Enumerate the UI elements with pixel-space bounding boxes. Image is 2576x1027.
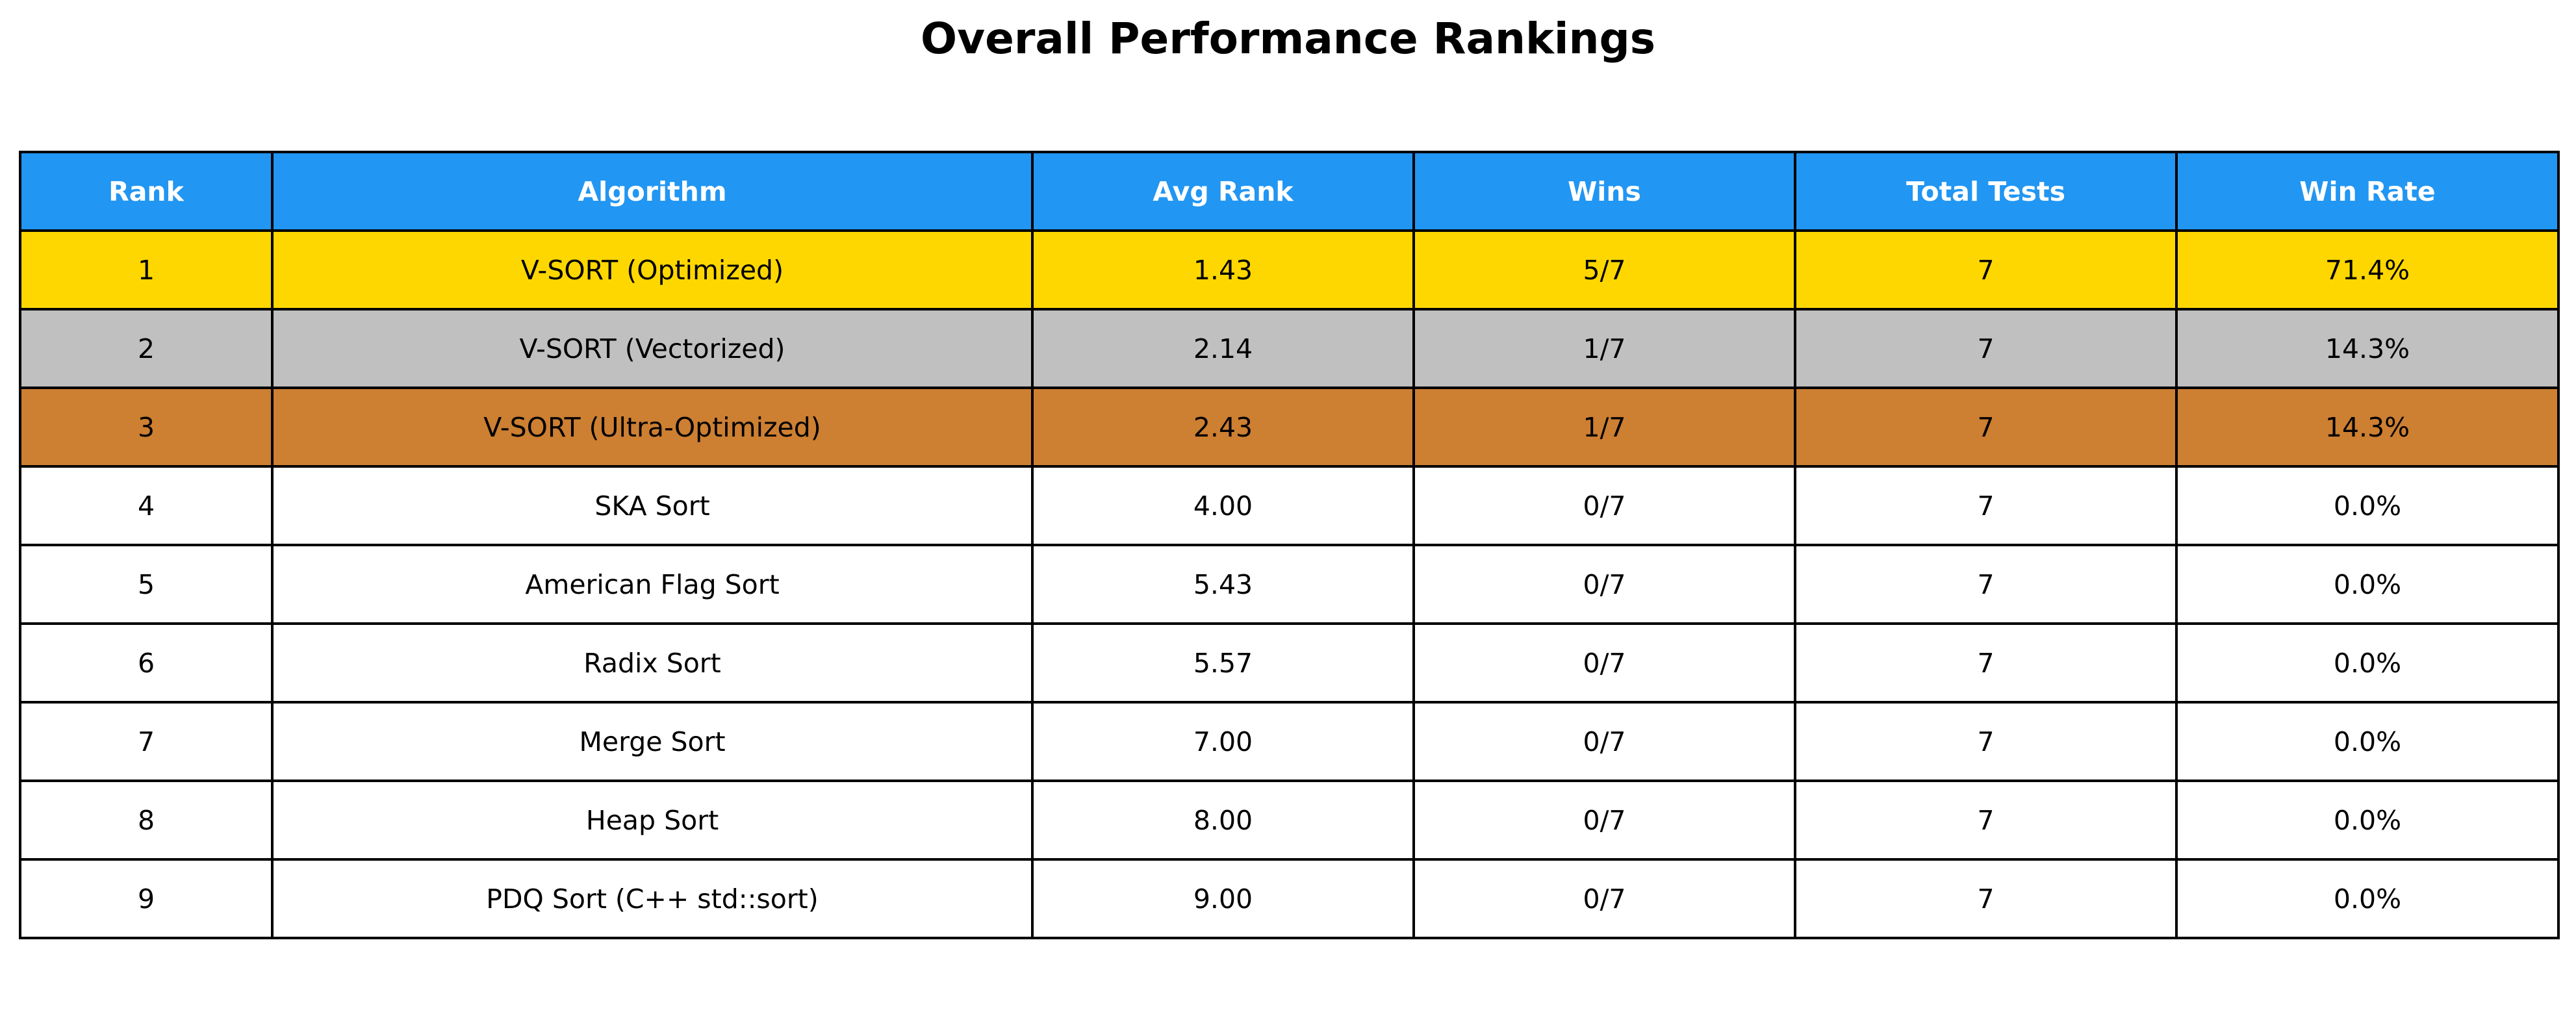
cell-avg-rank: 4.00 xyxy=(1031,465,1415,546)
column-header-wins: Wins xyxy=(1412,151,1796,232)
table-row: 6 Radix Sort 5.57 0/7 7 0.0% xyxy=(19,622,2560,704)
cell-algorithm: PDQ Sort (C++ std::sort) xyxy=(271,858,1034,939)
chart-title: Overall Performance Rankings xyxy=(920,14,1656,64)
cell-avg-rank: 7.00 xyxy=(1031,701,1415,782)
rankings-table: Rank Algorithm Avg Rank Wins Total Tests Win … xyxy=(19,151,2560,939)
cell-avg-rank: 2.43 xyxy=(1031,387,1415,468)
column-header-avg-rank: Avg Rank xyxy=(1031,151,1415,232)
cell-total-tests: 7 xyxy=(1794,308,2178,389)
column-header-total-tests: Total Tests xyxy=(1794,151,2178,232)
header-row: Rank Algorithm Avg Rank Wins Total Tests Win … xyxy=(19,151,2560,232)
cell-avg-rank: 8.00 xyxy=(1031,780,1415,861)
cell-total-tests: 7 xyxy=(1794,465,2178,546)
cell-wins: 5/7 xyxy=(1412,229,1796,311)
cell-rank: 6 xyxy=(19,622,274,704)
cell-rank: 3 xyxy=(19,387,274,468)
table-row: 7 Merge Sort 7.00 0/7 7 0.0% xyxy=(19,701,2560,782)
cell-win-rate: 14.3% xyxy=(2175,308,2560,389)
cell-win-rate: 0.0% xyxy=(2175,858,2560,939)
cell-avg-rank: 2.14 xyxy=(1031,308,1415,389)
cell-algorithm: SKA Sort xyxy=(271,465,1034,546)
cell-total-tests: 7 xyxy=(1794,780,2178,861)
cell-avg-rank: 9.00 xyxy=(1031,858,1415,939)
cell-rank: 2 xyxy=(19,308,274,389)
cell-win-rate: 14.3% xyxy=(2175,387,2560,468)
cell-win-rate: 0.0% xyxy=(2175,465,2560,546)
cell-wins: 1/7 xyxy=(1412,308,1796,389)
table-row: 5 American Flag Sort 5.43 0/7 7 0.0% xyxy=(19,544,2560,625)
cell-win-rate: 0.0% xyxy=(2175,780,2560,861)
column-header-algorithm: Algorithm xyxy=(271,151,1034,232)
cell-avg-rank: 1.43 xyxy=(1031,229,1415,311)
cell-total-tests: 7 xyxy=(1794,544,2178,625)
column-header-rank: Rank xyxy=(19,151,274,232)
table-row: 1 V-SORT (Optimized) 1.43 5/7 7 71.4% xyxy=(19,229,2560,311)
cell-total-tests: 7 xyxy=(1794,858,2178,939)
cell-wins: 0/7 xyxy=(1412,622,1796,704)
cell-wins: 0/7 xyxy=(1412,780,1796,861)
cell-rank: 1 xyxy=(19,229,274,311)
cell-algorithm: Merge Sort xyxy=(271,701,1034,782)
table-row: 3 V-SORT (Ultra-Optimized) 2.43 1/7 7 14.3% xyxy=(19,387,2560,468)
cell-avg-rank: 5.43 xyxy=(1031,544,1415,625)
cell-wins: 1/7 xyxy=(1412,387,1796,468)
cell-algorithm: V-SORT (Optimized) xyxy=(271,229,1034,311)
cell-rank: 8 xyxy=(19,780,274,861)
cell-win-rate: 0.0% xyxy=(2175,544,2560,625)
cell-wins: 0/7 xyxy=(1412,701,1796,782)
cell-win-rate: 0.0% xyxy=(2175,622,2560,704)
cell-wins: 0/7 xyxy=(1412,465,1796,546)
table-body: 1 V-SORT (Optimized) 1.43 5/7 7 71.4% 2 V-SORT … xyxy=(19,229,2560,939)
table-row: 8 Heap Sort 8.00 0/7 7 0.0% xyxy=(19,780,2560,861)
column-header-win-rate: Win Rate xyxy=(2175,151,2560,232)
cell-algorithm: V-SORT (Ultra-Optimized) xyxy=(271,387,1034,468)
table-row: 2 V-SORT (Vectorized) 2.14 1/7 7 14.3% xyxy=(19,308,2560,389)
cell-total-tests: 7 xyxy=(1794,387,2178,468)
cell-rank: 5 xyxy=(19,544,274,625)
cell-avg-rank: 5.57 xyxy=(1031,622,1415,704)
cell-win-rate: 0.0% xyxy=(2175,701,2560,782)
cell-wins: 0/7 xyxy=(1412,858,1796,939)
table-row: 4 SKA Sort 4.00 0/7 7 0.0% xyxy=(19,465,2560,546)
cell-algorithm: V-SORT (Vectorized) xyxy=(271,308,1034,389)
cell-algorithm: Heap Sort xyxy=(271,780,1034,861)
cell-win-rate: 71.4% xyxy=(2175,229,2560,311)
cell-algorithm: Radix Sort xyxy=(271,622,1034,704)
table-row: 9 PDQ Sort (C++ std::sort) 9.00 0/7 7 0.0% xyxy=(19,858,2560,939)
cell-algorithm: American Flag Sort xyxy=(271,544,1034,625)
rankings-table-container: Rank Algorithm Avg Rank Wins Total Tests Win … xyxy=(19,151,2560,939)
cell-rank: 7 xyxy=(19,701,274,782)
cell-rank: 9 xyxy=(19,858,274,939)
cell-wins: 0/7 xyxy=(1412,544,1796,625)
cell-total-tests: 7 xyxy=(1794,622,2178,704)
cell-total-tests: 7 xyxy=(1794,701,2178,782)
cell-rank: 4 xyxy=(19,465,274,546)
table-header: Rank Algorithm Avg Rank Wins Total Tests Win … xyxy=(19,151,2560,232)
cell-total-tests: 7 xyxy=(1794,229,2178,311)
